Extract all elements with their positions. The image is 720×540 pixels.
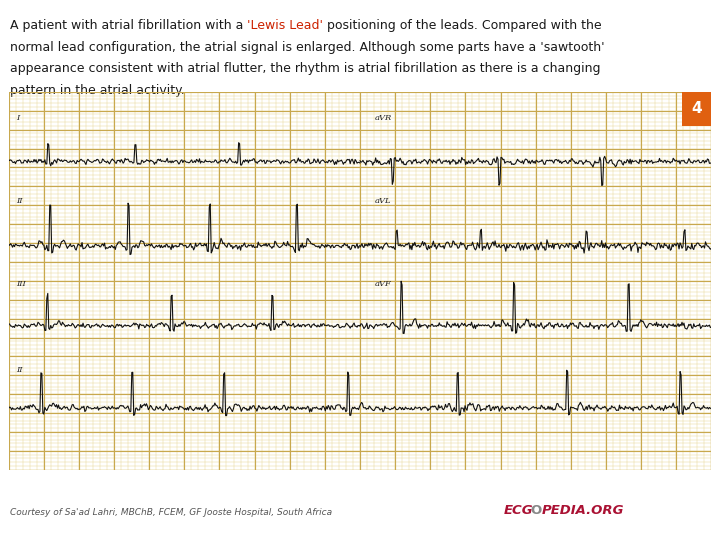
Text: O: O	[531, 504, 542, 517]
Text: I: I	[17, 113, 19, 122]
Text: appearance consistent with atrial flutter, the rhythm is atrial fibrillation as : appearance consistent with atrial flutte…	[10, 62, 600, 75]
Text: aVF: aVF	[374, 280, 392, 288]
Text: pattern in the atrial activity.: pattern in the atrial activity.	[10, 84, 185, 97]
Text: PEDIA.ORG: PEDIA.ORG	[541, 504, 624, 517]
Text: normal lead configuration, the atrial signal is enlarged. Although some parts ha: normal lead configuration, the atrial si…	[10, 40, 605, 53]
Text: II: II	[17, 366, 23, 374]
Bar	[682, 92, 711, 126]
Text: aVL: aVL	[374, 197, 391, 205]
Text: 'Lewis Lead': 'Lewis Lead'	[248, 19, 323, 32]
Text: II: II	[17, 197, 23, 205]
Text: positioning of the leads. Compared with the: positioning of the leads. Compared with …	[323, 19, 602, 32]
Text: III: III	[17, 280, 26, 288]
Text: Courtesy of Sa'ad Lahri, MBChB, FCEM, GF Jooste Hospital, South Africa: Courtesy of Sa'ad Lahri, MBChB, FCEM, GF…	[10, 508, 332, 517]
Text: ECG: ECG	[504, 504, 534, 517]
Text: 4: 4	[691, 102, 702, 116]
Text: aVR: aVR	[374, 113, 392, 122]
Text: A patient with atrial fibrillation with a: A patient with atrial fibrillation with …	[10, 19, 248, 32]
